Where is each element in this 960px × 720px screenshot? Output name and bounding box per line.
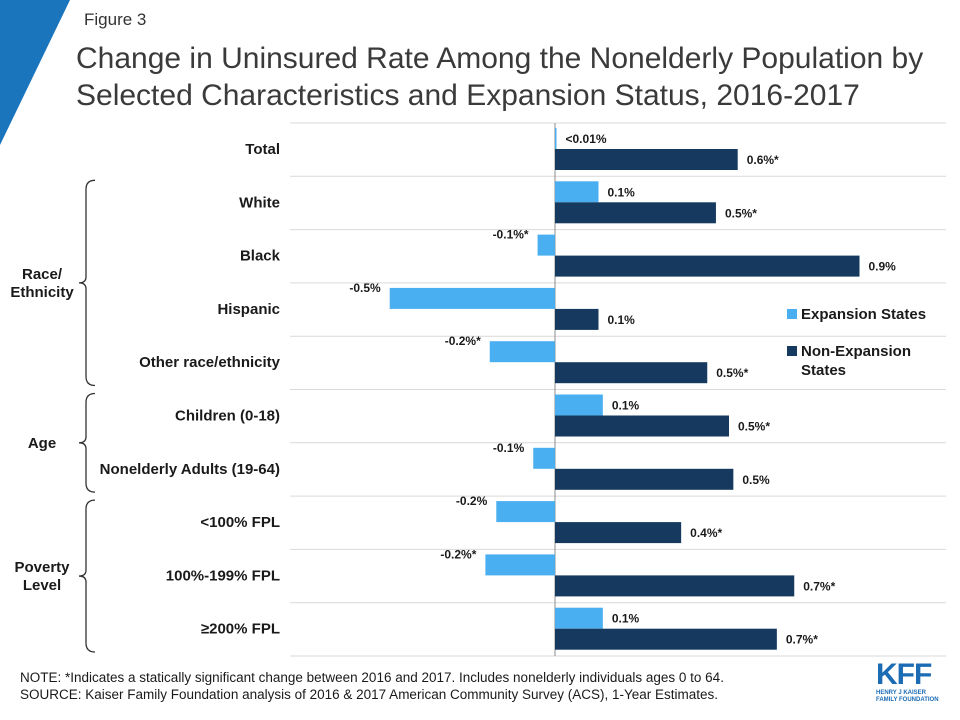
data-label: 0.1% bbox=[612, 612, 640, 626]
non-expansion-bar bbox=[555, 468, 734, 490]
data-label: -0.5% bbox=[349, 281, 381, 295]
expansion-bar bbox=[485, 554, 555, 576]
chart-title: Change in Uninsured Rate Among the Nonel… bbox=[76, 40, 956, 114]
category-label: White bbox=[239, 194, 280, 211]
data-label: 0.5%* bbox=[716, 366, 748, 380]
category-label: Total bbox=[245, 141, 280, 158]
legend-label-expansion: Expansion States bbox=[801, 306, 926, 323]
data-label: 0.7%* bbox=[786, 633, 818, 647]
expansion-bar bbox=[537, 234, 555, 256]
group-label: Race/ bbox=[22, 266, 63, 283]
category-label: 100%-199% FPL bbox=[166, 567, 280, 584]
non-expansion-bar bbox=[555, 575, 795, 597]
non-expansion-bar bbox=[555, 415, 729, 437]
data-label: 0.5% bbox=[742, 473, 770, 487]
data-label: -0.1% bbox=[493, 441, 525, 455]
data-label: 0.5%* bbox=[725, 206, 757, 220]
expansion-bar bbox=[489, 341, 555, 363]
footer-notes: NOTE: *Indicates a statically significan… bbox=[20, 669, 724, 703]
data-label: 0.6%* bbox=[747, 153, 779, 167]
data-label: -0.2% bbox=[456, 494, 488, 508]
bar-chart: Total <0.01% 0.6%* White 0.1% 0.5%* Black -0.1%… bbox=[10, 122, 946, 657]
legend-swatch-non-expansion bbox=[787, 346, 797, 356]
data-label: 0.1% bbox=[612, 399, 640, 413]
data-label: 0.1% bbox=[608, 185, 636, 199]
corner-accent bbox=[0, 0, 70, 145]
category-label: ≥200% FPL bbox=[201, 621, 280, 638]
kff-logo: KFF HENRY J KAISER FAMILY FOUNDATION bbox=[876, 660, 946, 704]
data-label: 0.5%* bbox=[738, 420, 770, 434]
category-label: Children (0-18) bbox=[175, 408, 280, 425]
non-expansion-bar bbox=[555, 362, 708, 384]
expansion-bar bbox=[533, 447, 555, 469]
group-label: Poverty bbox=[14, 559, 70, 576]
source-text: SOURCE: Kaiser Family Foundation analysi… bbox=[20, 687, 719, 702]
figure-label: Figure 3 bbox=[84, 10, 147, 29]
data-label: 0.7%* bbox=[803, 579, 835, 593]
logo-subtitle-2: FAMILY FOUNDATION bbox=[876, 697, 939, 703]
category-label: Other race/ethnicity bbox=[139, 354, 281, 371]
data-label: 0.9% bbox=[869, 260, 897, 274]
data-label: -0.2%* bbox=[445, 334, 481, 348]
logo-subtitle-1: HENRY J KAISER bbox=[876, 690, 927, 696]
non-expansion-bar bbox=[555, 149, 738, 170]
expansion-bar bbox=[555, 394, 603, 416]
expansion-bar bbox=[389, 287, 555, 309]
group-label: Level bbox=[23, 577, 61, 594]
data-label: -0.1%* bbox=[493, 228, 529, 242]
legend-swatch-expansion bbox=[787, 309, 797, 319]
logo-wordmark: KFF bbox=[876, 658, 932, 691]
non-expansion-bar bbox=[555, 202, 716, 224]
expansion-bar bbox=[555, 607, 603, 629]
category-label: Black bbox=[240, 248, 281, 265]
note-text: NOTE: *Indicates a statically significan… bbox=[20, 670, 724, 685]
group-label: Ethnicity bbox=[10, 284, 74, 301]
category-label: Hispanic bbox=[217, 301, 280, 318]
expansion-bar bbox=[555, 128, 557, 149]
expansion-bar bbox=[555, 181, 599, 203]
legend-label-non-expansion-2: States bbox=[801, 362, 846, 379]
data-label: 0.4%* bbox=[690, 526, 722, 540]
group-label: Age bbox=[28, 435, 56, 452]
group-bracket bbox=[78, 392, 96, 493]
non-expansion-bar bbox=[555, 308, 599, 330]
chart-title-line-1: Change in Uninsured Rate Among the Nonel… bbox=[76, 42, 924, 75]
non-expansion-bar bbox=[555, 255, 860, 277]
data-label: <0.01% bbox=[566, 132, 607, 146]
category-label: <100% FPL bbox=[200, 514, 280, 531]
non-expansion-bar bbox=[555, 522, 682, 544]
group-bracket bbox=[78, 499, 96, 653]
group-bracket bbox=[78, 179, 96, 387]
chart-title-line-2: Selected Characteristics and Expansion S… bbox=[76, 79, 860, 112]
data-label: -0.2%* bbox=[440, 547, 476, 561]
non-expansion-bar bbox=[555, 628, 777, 650]
legend-label-non-expansion: Non-Expansion bbox=[801, 343, 911, 360]
category-label: Nonelderly Adults (19-64) bbox=[100, 461, 280, 478]
data-label: 0.1% bbox=[608, 313, 636, 327]
expansion-bar bbox=[496, 501, 555, 523]
